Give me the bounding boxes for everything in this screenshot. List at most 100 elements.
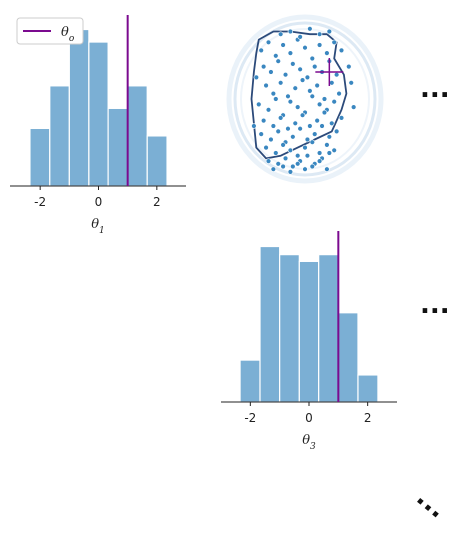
scatter-point — [314, 82, 320, 89]
scatter-point — [265, 107, 272, 113]
density-contour-outer — [233, 21, 377, 177]
scatter-point — [285, 93, 291, 100]
scatter-point — [265, 39, 272, 45]
scatter-point — [273, 53, 279, 59]
scatter-point — [292, 120, 298, 127]
scatter-point — [275, 128, 281, 135]
scatter-point — [287, 147, 294, 154]
scatter-point — [287, 28, 294, 35]
scatter-point — [273, 96, 279, 102]
histogram-bar-theta1 — [68, 28, 90, 187]
scatter-point — [258, 47, 264, 54]
histogram-bar-theta3 — [318, 254, 339, 403]
scatter-point — [277, 115, 284, 121]
scatter-point — [295, 104, 301, 110]
scatter-point — [275, 58, 281, 64]
ellipsis-row1: ... — [420, 74, 450, 104]
scatter-point — [299, 112, 306, 118]
scatter-point — [309, 93, 315, 100]
scatter-point — [260, 63, 267, 70]
scatter-point — [316, 31, 323, 37]
scatter-point — [280, 163, 286, 170]
x-tick-label-theta1: -2 — [34, 195, 46, 209]
scatter-point — [287, 50, 294, 56]
x-tick-label-theta1: 0 — [95, 195, 103, 209]
scatter-point — [270, 90, 277, 97]
scatter-point — [326, 28, 333, 35]
scatter-point — [312, 131, 318, 137]
scatter-point — [324, 50, 330, 56]
scatter-point — [314, 117, 320, 124]
scatter-point — [297, 66, 303, 73]
scatter-point — [316, 150, 323, 156]
scatter-point — [302, 166, 308, 172]
marginal-theta1-panel: -2 0 2 θ1 — [10, 15, 186, 236]
scatter-point — [295, 153, 301, 159]
scatter-point — [350, 104, 357, 110]
scatter-point — [321, 109, 328, 116]
scatter-point — [329, 80, 335, 86]
scatter-point — [316, 158, 323, 164]
scatter-point — [304, 153, 311, 159]
ellipsis-diagonal: ... — [411, 482, 453, 524]
marginal-theta3-panel: -2 0 2 θ3 — [221, 231, 397, 452]
scatter-point — [297, 125, 303, 132]
scatter-point — [333, 71, 340, 78]
scatter-point — [295, 161, 301, 167]
scatter-point — [280, 42, 286, 48]
scatter-point — [348, 80, 354, 86]
scatter-point — [346, 63, 352, 70]
histogram-bar-theta1 — [49, 85, 70, 187]
scatter-point — [326, 150, 333, 156]
scatter-point — [316, 42, 323, 48]
histogram-bar-theta1 — [29, 127, 51, 187]
scatter-point — [256, 101, 262, 108]
scatter-point — [263, 82, 269, 89]
scatter-point — [302, 44, 308, 51]
histogram-bar-theta3 — [239, 359, 261, 403]
scatter-point — [282, 155, 289, 162]
scatter-point — [302, 144, 308, 151]
scatter-point — [331, 98, 337, 105]
x-tick-label-theta3: 0 — [305, 411, 313, 425]
scatter-point — [275, 161, 281, 167]
histogram-bar-theta3 — [357, 374, 379, 403]
density-contour-outer — [226, 14, 384, 184]
histogram-bar-theta1 — [107, 107, 129, 187]
scatter-point — [331, 39, 337, 45]
x-axis-label-theta1: θ1 — [91, 217, 105, 236]
scatter-point — [309, 139, 315, 145]
scatter-point — [316, 101, 323, 108]
scatter-point — [329, 120, 335, 127]
scatter-point — [304, 136, 311, 143]
legend: θo — [16, 17, 84, 45]
scatter-point — [265, 158, 272, 164]
scatter-point — [309, 55, 315, 62]
scatter-point — [304, 74, 311, 81]
scatter-point — [292, 85, 298, 91]
scatter-point — [287, 98, 294, 105]
histogram-bar-theta3 — [279, 254, 300, 403]
scatter-point — [251, 123, 257, 129]
scatter-point — [307, 88, 313, 94]
scatter-point — [307, 26, 313, 32]
scatter-point — [290, 134, 296, 140]
scatter-point — [338, 47, 345, 54]
scatter-point — [326, 134, 333, 140]
scatter-point — [299, 77, 306, 83]
density-contour-main — [250, 30, 348, 160]
scatter-point — [290, 61, 296, 67]
scatter-point — [277, 80, 284, 86]
joint-panel — [226, 14, 384, 184]
scatter-point — [312, 63, 318, 70]
scatter-point — [319, 123, 325, 129]
scatter-point — [336, 90, 342, 97]
scatter-point — [253, 74, 260, 81]
scatter-point — [333, 128, 340, 135]
x-tick-label-theta3: -2 — [244, 411, 256, 425]
scatter-point — [280, 142, 286, 148]
scatter-point — [268, 136, 274, 143]
scatter-point — [273, 150, 279, 156]
scatter-point — [324, 166, 330, 172]
